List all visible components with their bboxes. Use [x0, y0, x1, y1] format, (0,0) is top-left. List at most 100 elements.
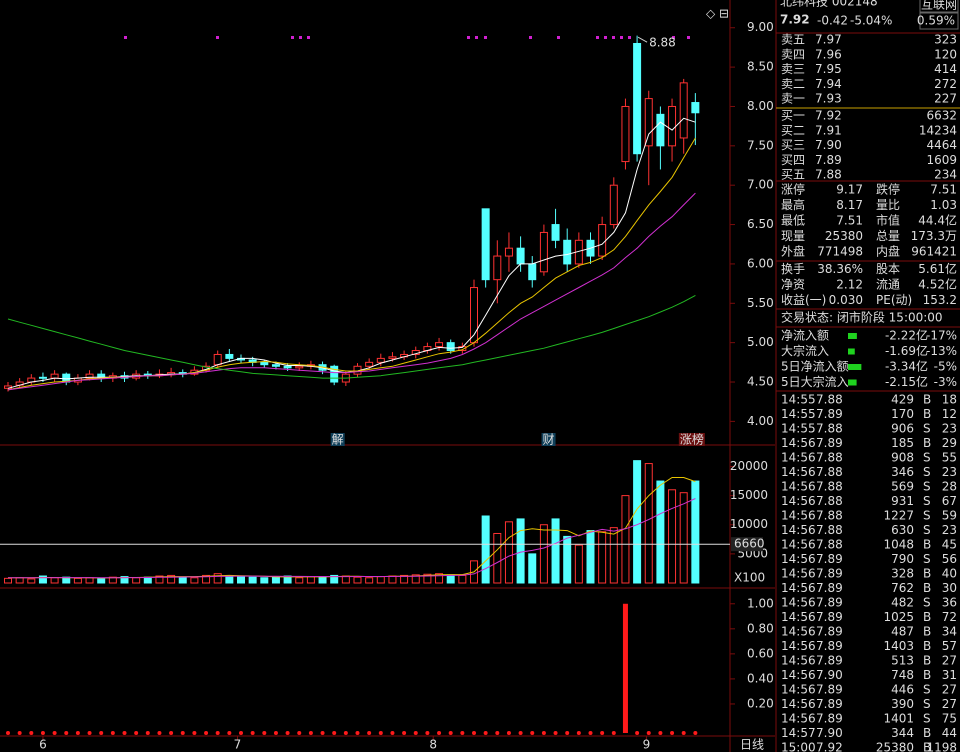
stat-value: 7.51 — [836, 214, 863, 228]
volume-bar — [108, 576, 117, 584]
indicator-dot — [273, 731, 278, 735]
tick-count: 27 — [942, 654, 957, 668]
tick-volume: 170 — [891, 407, 914, 421]
tick-price: 7.89 — [816, 697, 843, 711]
candle-body — [85, 373, 94, 379]
indicator-dot — [541, 731, 546, 735]
tick-count: 23 — [942, 465, 957, 479]
volume-bar — [528, 553, 537, 584]
tick-price: 7.88 — [816, 393, 843, 407]
y-tick-label: 9.00 — [747, 20, 774, 34]
book-price: 7.93 — [815, 92, 842, 106]
y-tick-label: 10000 — [730, 517, 768, 531]
indicator-dot — [308, 731, 313, 735]
book-level: 卖一 — [781, 92, 805, 106]
volume-bar — [120, 576, 129, 584]
y-tick-label: 0.20 — [747, 696, 774, 710]
indicator-dot — [332, 731, 337, 735]
stat-value: 771498 — [817, 245, 863, 259]
volume-bar — [621, 495, 630, 584]
volume-bar — [237, 576, 245, 584]
y-tick-label: 5.00 — [747, 335, 774, 349]
tick-time: 14:56 — [781, 654, 816, 668]
stat-value: 4.52亿 — [918, 277, 957, 292]
volume-bar — [504, 521, 513, 584]
book-level: 买四 — [781, 153, 805, 167]
stat-value: 173.3万 — [911, 229, 957, 243]
volume-bar — [295, 577, 304, 584]
tick-volume: 790 — [891, 552, 914, 566]
tick-price: 7.92 — [816, 741, 843, 752]
y-tick-label: 5.50 — [747, 296, 774, 310]
indicator-dot — [553, 731, 558, 735]
candle-body — [213, 353, 222, 366]
volume-cursor-box — [731, 537, 763, 552]
indicator-dot — [611, 731, 616, 735]
flow-pct: -13% — [926, 344, 957, 358]
indicator-dot — [134, 731, 139, 735]
y-tick-label: 8.50 — [747, 60, 774, 74]
flow-label: 5日大宗流入 — [781, 374, 849, 389]
candle-body — [656, 113, 665, 147]
indicator-dot — [122, 731, 127, 735]
tick-volume: 513 — [891, 654, 914, 668]
event-label: 财 — [543, 433, 555, 447]
book-level: 买二 — [781, 123, 805, 137]
tick-time: 14:56 — [781, 639, 816, 653]
volume-bar — [4, 577, 12, 584]
y-tick-label: 6.50 — [747, 217, 774, 231]
volume-bar — [225, 575, 234, 584]
tick-price: 7.89 — [816, 581, 843, 595]
stat-label: 流通 — [876, 278, 900, 292]
indicator-dot — [320, 731, 325, 735]
stat-value: 5.61亿 — [918, 261, 957, 276]
tick-volume: 25380 — [876, 741, 914, 752]
book-price: 7.89 — [815, 153, 842, 167]
volume-bar — [691, 480, 700, 584]
volume-bar — [27, 578, 36, 584]
tick-count: 23 — [942, 523, 957, 537]
stat-label: PE(动) — [876, 293, 912, 307]
tick-side: S — [923, 596, 931, 610]
book-level: 买三 — [781, 138, 805, 152]
tick-price: 7.88 — [816, 422, 843, 436]
stat-value: 961421 — [911, 245, 957, 259]
indicator-dot — [518, 731, 523, 735]
period-label: 日线 — [740, 738, 764, 752]
volume-bar — [213, 573, 222, 584]
stat-label: 量比 — [876, 198, 900, 212]
tick-count: 55 — [942, 451, 957, 465]
toolbar-icons[interactable]: ◇ ⊟ — [706, 7, 729, 21]
volume-bar — [190, 577, 199, 584]
stat-label: 内盘 — [876, 244, 900, 259]
volume-bar — [318, 576, 327, 584]
indicator-dot — [75, 731, 80, 735]
y-tick-label: 4.00 — [747, 414, 774, 428]
tick-price: 7.88 — [816, 465, 843, 479]
book-level: 买一 — [781, 109, 805, 123]
tick-volume: 344 — [891, 726, 914, 740]
tick-time: 14:56 — [781, 712, 816, 726]
y-tick-label: 0.40 — [747, 671, 774, 685]
flow-bar — [848, 379, 857, 386]
tick-price: 7.90 — [816, 668, 843, 682]
tick-volume: 1401 — [883, 712, 914, 726]
book-level: 卖三 — [781, 62, 805, 76]
candle-body — [563, 239, 572, 265]
tick-side: B — [923, 625, 931, 639]
book-price: 7.97 — [815, 33, 842, 47]
candle-body — [376, 357, 385, 363]
volume-bar — [493, 532, 502, 584]
flow-pct: -17% — [926, 329, 957, 343]
tick-price: 7.89 — [816, 567, 843, 581]
book-volume: 272 — [934, 77, 957, 91]
book-volume: 227 — [934, 92, 957, 106]
candle-body — [260, 361, 269, 366]
book-price: 7.95 — [815, 62, 842, 76]
tick-volume: 630 — [891, 523, 914, 537]
volume-bar — [143, 576, 152, 584]
sector: 互联网 — [921, 0, 957, 12]
candle-body — [609, 184, 618, 226]
candle-body — [481, 208, 490, 281]
signal-dots — [124, 36, 690, 39]
